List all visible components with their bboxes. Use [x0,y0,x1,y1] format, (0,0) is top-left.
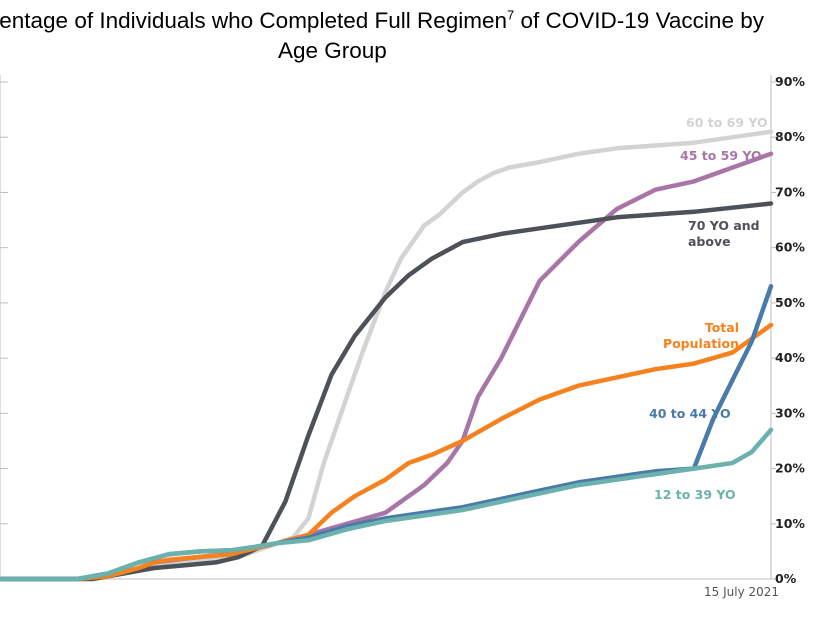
chart-title-part1: centage of Individuals who Completed Ful… [0,8,508,33]
y-tick-label: 20% [775,461,805,476]
y-tick-label: 50% [775,295,805,310]
series-label: above [688,234,731,249]
y-tick-label: 10% [775,516,805,531]
series-line [0,151,774,582]
series-label: Population [663,336,739,351]
y-tick-label: 30% [775,405,805,420]
y-tick-label: 80% [775,129,805,144]
series-label: 40 to 44 YO [649,406,731,421]
y-tick-label: 0% [775,571,797,586]
chart-title-line2: Age Group [278,38,387,63]
series-label: Total [705,320,739,335]
chart-title-text: centage of Individuals who Completed Ful… [0,8,764,34]
series-label: 12 to 39 YO [654,487,736,502]
chart-title-part2: of COVID-19 Vaccine by [514,8,764,33]
series-label: 70 YO and [688,218,760,233]
y-tick-label: 90% [775,74,805,89]
series-label: 60 to 69 YO [686,115,768,130]
series-label: 45 to 59 YO [680,148,762,163]
date-label: 15 July 2021 [704,585,779,599]
y-tick-label: 70% [775,184,805,199]
y-tick-label: 40% [775,350,805,365]
series-line [0,284,774,582]
series-line [0,427,774,582]
series-line [0,322,774,582]
series-line [0,201,774,582]
y-tick-label: 60% [775,240,805,255]
chart-title-superscript: 7 [507,7,515,23]
